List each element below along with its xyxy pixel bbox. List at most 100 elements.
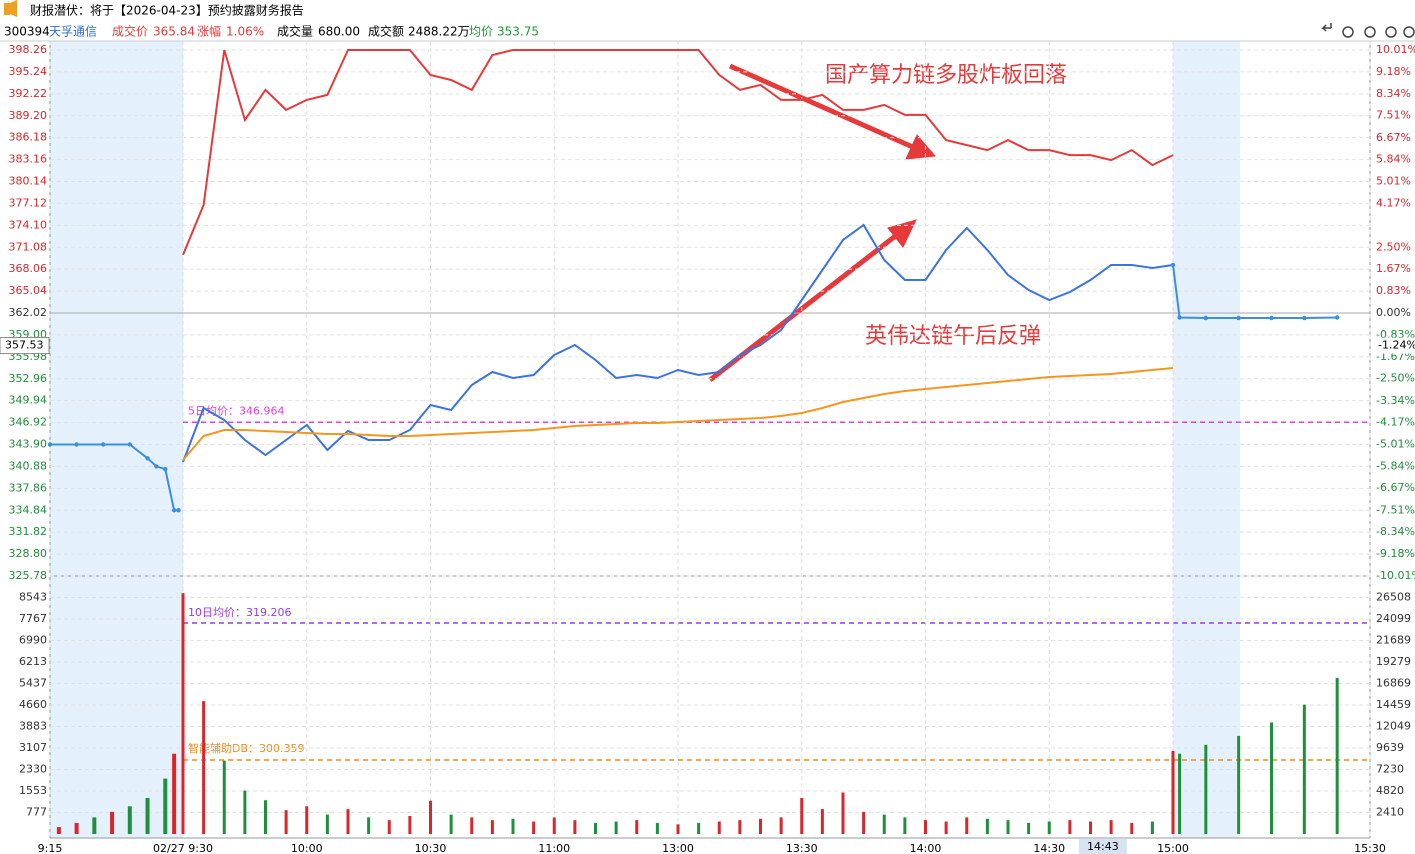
volume-bar — [181, 593, 185, 834]
annotation: 英伟达链午后反弹 — [865, 324, 1041, 349]
icon — [4, 3, 10, 15]
x-tick-label: 13:30 — [786, 842, 818, 854]
x-tick-label: 11:00 — [538, 842, 570, 854]
y-tick-label: 4660 — [19, 698, 47, 711]
y-tick-label: 368.06 — [9, 262, 48, 275]
volume-bar — [490, 820, 494, 834]
y2-tick-label: 4820 — [1376, 784, 1404, 797]
y-tick-label: 398.26 — [9, 43, 48, 56]
volume-bar — [635, 820, 639, 834]
volume-bar — [92, 817, 97, 834]
back-button[interactable] — [1321, 23, 1332, 32]
arrow-head — [887, 219, 917, 248]
zoom-in-button[interactable] — [1342, 26, 1354, 38]
annotation: 国产算力链多股炸板回落 — [825, 63, 1067, 88]
volume-bar — [697, 822, 701, 834]
avg: 353.75 — [497, 25, 539, 39]
volume-bar — [820, 809, 824, 834]
change-label: 涨幅 — [197, 24, 221, 39]
amount: 2488.22万 — [408, 25, 470, 39]
y-tick-label: 346.92 — [9, 416, 48, 429]
crosshair-percent: -1.24% — [1378, 339, 1415, 352]
volume-bar — [1204, 744, 1208, 834]
x-tick-label: 9:15 — [38, 842, 63, 854]
volume-bar — [325, 814, 329, 834]
volume-bar — [284, 810, 288, 834]
y2-tick-label: -6.67% — [1376, 481, 1415, 494]
y-tick-label: 8543 — [19, 591, 47, 604]
arrow-head — [905, 134, 937, 160]
y2-tick-label: -5.84% — [1376, 459, 1415, 472]
y2-tick-label: -9.18% — [1376, 547, 1415, 560]
y-tick-label: 340.88 — [9, 459, 48, 472]
y2-tick-label: 1.67% — [1376, 262, 1411, 275]
volume-bar — [738, 820, 742, 834]
x-tick-label: 13:00 — [662, 842, 694, 854]
volume-bar — [1178, 753, 1182, 834]
volume-bar — [1302, 704, 1306, 834]
y-tick-label: 1553 — [19, 784, 47, 797]
volume-bar — [367, 817, 371, 834]
y-tick-label: 3107 — [19, 741, 47, 754]
price: 365.84 — [153, 25, 195, 39]
volume-bar — [614, 821, 618, 834]
volume-bar — [944, 821, 948, 834]
crosshair-box — [1371, 337, 1415, 354]
volume-bar — [1237, 735, 1241, 834]
volume-bar — [1270, 722, 1273, 834]
y-tick-label: 392.22 — [9, 87, 48, 100]
volume-bar — [346, 809, 350, 834]
y2-tick-label: 0.00% — [1376, 306, 1411, 319]
y2-tick-label: 24099 — [1376, 612, 1411, 625]
volume-bar — [1068, 820, 1072, 834]
y-tick-label: 334.84 — [9, 503, 48, 516]
crosshair-box — [1078, 839, 1127, 854]
y2-tick-label: -8.34% — [1376, 525, 1415, 538]
y-tick-label: 343.90 — [9, 438, 48, 451]
price-point — [1269, 315, 1274, 321]
y-tick-label: 777 — [26, 805, 47, 818]
y-tick-label: 377.12 — [9, 196, 48, 209]
y-tick-label: 386.18 — [9, 131, 48, 144]
header-title: 财报潜伏：将于【2026-04-23】预约披露财务报告 — [30, 3, 304, 18]
volume-bar — [127, 806, 132, 834]
volume-bar — [1027, 822, 1031, 834]
volume-bar — [145, 798, 150, 834]
price-label: 成交价 — [112, 24, 148, 39]
volume-bar — [1047, 821, 1051, 834]
reference-label: 10日均价：319.206 — [188, 606, 292, 619]
y2-tick-label: 14459 — [1376, 698, 1411, 711]
price-point — [101, 442, 106, 447]
price-point — [127, 442, 132, 447]
y2-tick-label: 8.34% — [1376, 87, 1411, 100]
settings-button[interactable] — [1385, 26, 1397, 38]
y2-tick-label: 6.67% — [1376, 131, 1411, 144]
price-point — [176, 508, 181, 513]
price-line — [182, 49, 1174, 256]
y2-tick-label: 9.18% — [1376, 65, 1411, 78]
crosshair-box — [0, 337, 50, 355]
toolbar[interactable] — [1321, 23, 1415, 38]
volume-bar — [532, 821, 536, 834]
y2-tick-label: 7230 — [1376, 763, 1404, 776]
volume-bar — [573, 820, 577, 834]
volume-bar — [862, 811, 866, 834]
price-point — [1170, 262, 1176, 268]
price-point — [1302, 315, 1307, 321]
y2-tick-label: 4.17% — [1376, 196, 1411, 209]
volume-bar — [243, 790, 247, 834]
zoom-out-button[interactable] — [1364, 26, 1376, 38]
volume-bar — [717, 821, 721, 834]
y2-tick-label: 10.01% — [1376, 43, 1415, 56]
crosshair-time: 14:43 — [1087, 840, 1119, 853]
volume-bar — [429, 800, 432, 834]
price-point — [1177, 315, 1182, 320]
close-button[interactable] — [1403, 26, 1415, 38]
y-tick-label: 328.80 — [9, 547, 48, 560]
y2-tick-label: 26508 — [1376, 591, 1411, 604]
volume-bar — [594, 822, 597, 834]
volume-bar — [56, 827, 61, 834]
x-tick-label: 14:30 — [1033, 842, 1065, 854]
volume-bar — [1130, 822, 1134, 834]
